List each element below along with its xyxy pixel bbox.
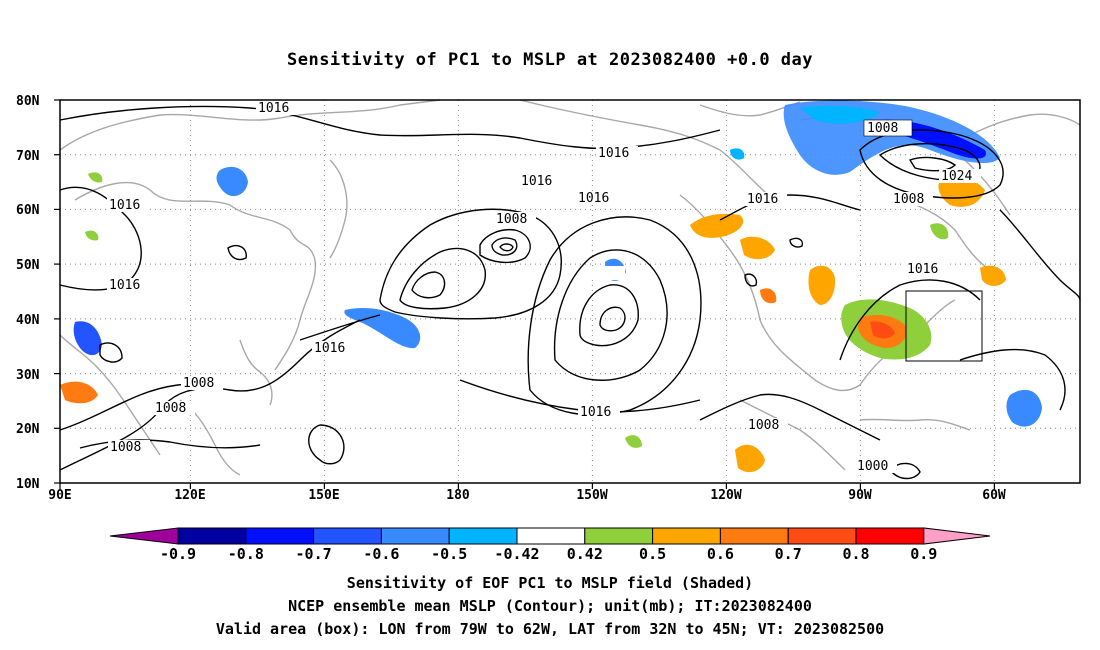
colorbar-label: -0.42 bbox=[494, 545, 539, 563]
colorbar-segment bbox=[584, 527, 654, 545]
negative-shade-pacific-band bbox=[344, 307, 421, 349]
colorbar-label: -0.7 bbox=[296, 545, 332, 563]
colorbar-label: -0.8 bbox=[228, 545, 264, 563]
contour-label: 1016 bbox=[314, 341, 345, 356]
negative-shade-small-1 bbox=[730, 148, 745, 160]
valid-area-box bbox=[905, 290, 983, 362]
caption-valid-area: Valid area (box): LON from 79W to 62W, L… bbox=[215, 620, 885, 638]
lat-label: 50N bbox=[16, 258, 40, 273]
contour-label: 1016 bbox=[907, 262, 938, 277]
negative-shade-arctic-edge bbox=[800, 105, 880, 124]
colorbar-label: 0.9 bbox=[910, 545, 937, 563]
lat-label: 40N bbox=[16, 313, 40, 328]
positive-shade-green-3 bbox=[88, 172, 103, 183]
caption-shading: Sensitivity of EOF PC1 to MSLP field (Sh… bbox=[346, 574, 754, 592]
colorbar-segment bbox=[652, 527, 721, 545]
positive-shade-pacific-green bbox=[625, 435, 642, 448]
lat-label: 20N bbox=[16, 422, 40, 437]
colorbar-label: 0.6 bbox=[707, 545, 734, 563]
positive-shade-us-east-max bbox=[870, 321, 895, 339]
contour-label: 1008 bbox=[183, 376, 214, 391]
lon-label: 90W bbox=[848, 488, 872, 503]
colorbar-segment bbox=[719, 527, 789, 545]
chart-title: Sensitivity of PC1 to MSLP at 2023082400… bbox=[286, 50, 813, 70]
colorbar-label: 0.42 bbox=[567, 545, 603, 563]
lat-labels: 80N 70N 60N 50N 40N 30N 20N 10N bbox=[16, 94, 40, 492]
contour-label: 1016 bbox=[578, 191, 609, 206]
positive-shade-canada-3 bbox=[740, 236, 775, 260]
contour-label: 1008 bbox=[496, 212, 527, 227]
lon-label: 120E bbox=[174, 488, 205, 503]
lat-label: 10N bbox=[16, 477, 40, 492]
colorbar-right-triangle bbox=[923, 527, 991, 545]
lat-label: 30N bbox=[16, 368, 40, 383]
colorbar-label: -0.9 bbox=[160, 545, 196, 563]
colorbar-segment bbox=[448, 527, 518, 545]
contour-label: 1008 bbox=[867, 121, 898, 136]
positive-shade-mexico bbox=[735, 444, 765, 473]
colorbar-left-triangle bbox=[109, 527, 179, 545]
contour-label: 1016 bbox=[521, 174, 552, 189]
lon-label: 150W bbox=[576, 488, 607, 503]
lat-label: 70N bbox=[16, 149, 40, 164]
colorbar-segment bbox=[177, 527, 247, 545]
lon-label: 90E bbox=[48, 488, 71, 503]
positive-shade-green-4 bbox=[85, 230, 99, 241]
positive-shade-green-1 bbox=[760, 288, 777, 304]
caption-contour: NCEP ensemble mean MSLP (Contour); unit(… bbox=[288, 597, 812, 615]
contour-label: 1016 bbox=[598, 146, 629, 161]
contour-label: 1008 bbox=[748, 418, 779, 433]
lon-label: 180 bbox=[446, 488, 470, 503]
negative-shade-siberia bbox=[216, 166, 248, 197]
contour-label: 1024 bbox=[941, 169, 972, 184]
colorbar-label: 0.5 bbox=[639, 545, 666, 563]
map-figure: 1016 1016 1016 1016 1016 1016 1016 1016 … bbox=[16, 94, 1081, 563]
contour-label: 1016 bbox=[580, 405, 611, 420]
contour-label: 1016 bbox=[258, 101, 289, 116]
contour-labels: 1016 1016 1016 1016 1016 1016 1016 1016 … bbox=[107, 101, 981, 474]
contour-label: 1008 bbox=[893, 192, 924, 207]
contour-label: 1008 bbox=[155, 401, 186, 416]
colorbar-segment bbox=[516, 527, 586, 545]
lon-label: 120W bbox=[710, 488, 741, 503]
positive-shade-canada-1 bbox=[808, 265, 836, 305]
positive-shade-nw bbox=[690, 213, 744, 238]
contour-label: 1016 bbox=[109, 278, 140, 293]
lon-label: 60W bbox=[982, 488, 1006, 503]
colorbar: -0.9 -0.8 -0.7 -0.6 -0.5 -0.42 0.42 0.5 … bbox=[109, 527, 991, 563]
positive-shade-china-pos bbox=[60, 381, 98, 404]
negative-shade-atlantic bbox=[1006, 389, 1042, 427]
lon-labels: 90E 120E 150E 180 150W 120W 90W 60W bbox=[48, 488, 1006, 503]
map-frame bbox=[59, 99, 1081, 484]
colorbar-segment bbox=[245, 527, 315, 545]
lat-ticks bbox=[54, 99, 60, 484]
colorbar-label: -0.6 bbox=[363, 545, 399, 563]
lat-label: 80N bbox=[16, 94, 40, 109]
contour-label: 1016 bbox=[109, 198, 140, 213]
colorbar-label: 0.7 bbox=[775, 545, 802, 563]
colorbar-label: -0.5 bbox=[431, 545, 467, 563]
lon-label: 150E bbox=[308, 488, 339, 503]
colorbar-segment bbox=[380, 527, 450, 545]
lat-label: 60N bbox=[16, 203, 40, 218]
colorbar-label: 0.8 bbox=[842, 545, 869, 563]
colorbar-segment bbox=[855, 527, 925, 545]
colorbar-segment bbox=[313, 527, 382, 545]
contour-label: 1000 bbox=[857, 459, 888, 474]
positive-shade-canada-2 bbox=[938, 176, 985, 207]
lon-ticks bbox=[59, 483, 996, 489]
contour-label: 1008 bbox=[110, 440, 141, 455]
positive-shade-green-2 bbox=[930, 223, 949, 240]
colorbar-segment bbox=[787, 527, 857, 545]
contour-label: 1016 bbox=[747, 192, 778, 207]
positive-shade-east-canada bbox=[980, 265, 1006, 286]
negative-shade-china bbox=[73, 321, 102, 356]
